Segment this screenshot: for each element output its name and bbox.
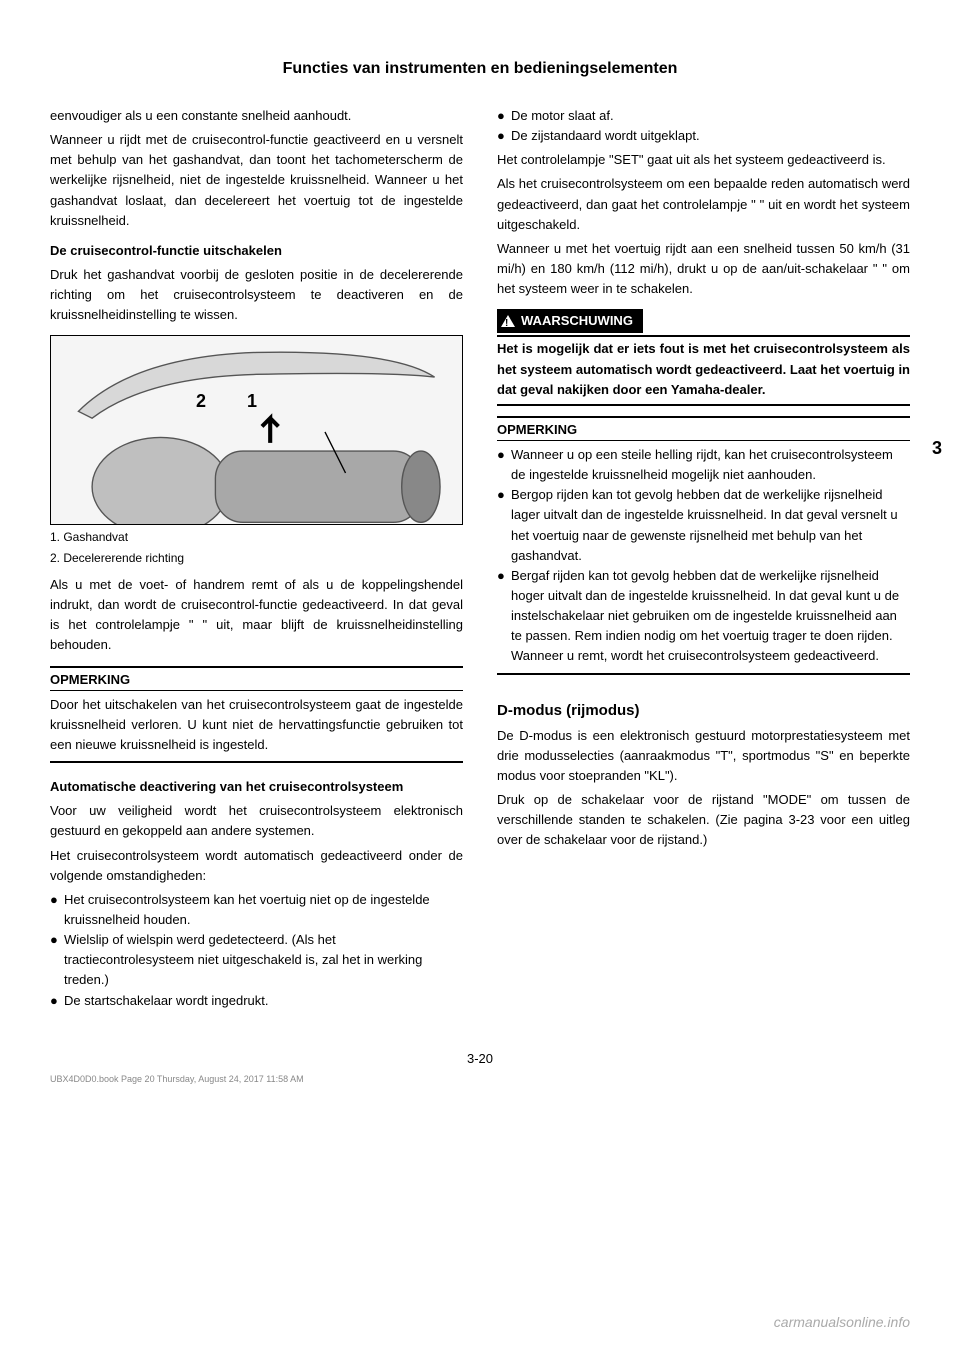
content-columns: eenvoudiger als u een constante snelheid… (50, 106, 910, 1011)
bullet-text: Wielslip of wielspin werd gedetecteerd. … (64, 930, 463, 990)
auto-para-2: Het cruisecontrolsysteem wordt automatis… (50, 846, 463, 886)
bullet-text: Het cruisecontrolsysteem kan het voertui… (64, 890, 463, 930)
dmode-para-2: Druk op de schakelaar voor de rijstand "… (497, 790, 910, 850)
right-opm-bullet-2: ● Bergop rijden kan tot gevolg hebben da… (497, 485, 910, 566)
photo-label-2: 2 (196, 388, 206, 416)
warning-text: Het is mogelijk dat er iets fout is met … (497, 339, 910, 399)
bullet-dot: ● (50, 991, 64, 1011)
heading-auto-deactivate: Automatische deactivering van het cruise… (50, 777, 463, 797)
opmerking-box-left: OPMERKING (50, 670, 130, 690)
photo-label-1: 1 (247, 388, 257, 416)
left-bullet-3: ● De startschakelaar wordt ingedrukt. (50, 991, 463, 1011)
photo-caption-2: 2. Decelererende richting (50, 550, 463, 567)
bullet-text: Bergop rijden kan tot gevolg hebben dat … (511, 485, 910, 566)
bullet-dot: ● (497, 126, 511, 146)
intro-para-2: Wanneer u rijdt met de cruisecontrol-fun… (50, 130, 463, 231)
right-top-bullet-2: ● De zijstandaard wordt uitgeklapt. (497, 126, 910, 146)
auto-para-1: Voor uw veiligheid wordt het cruisecontr… (50, 801, 463, 841)
waarschuwing-box: WAARSCHUWING (497, 309, 643, 333)
file-info-footer: UBX4D0D0.book Page 20 Thursday, August 2… (50, 1074, 910, 1086)
right-column: ● De motor slaat af. ● De zijstandaard w… (497, 106, 910, 1011)
right-top-bullet-1: ● De motor slaat af. (497, 106, 910, 126)
side-tab-page-section: 3 (932, 438, 942, 459)
throttle-grip-photo: 2 1 (50, 335, 463, 525)
throttle-grip-illustration (51, 336, 462, 525)
bullet-dot: ● (497, 106, 511, 126)
right-opm-bullet-3: ● Bergaf rijden kan tot gevolg hebben da… (497, 566, 910, 667)
subheading-disable-cruise: De cruisecontrol-functie uitschakelen (50, 241, 463, 261)
bullet-dot: ● (50, 930, 64, 990)
watermark-text: carmanualsonline.info (774, 1314, 910, 1330)
intro-line-1: eenvoudiger als u een constante snelheid… (50, 106, 463, 126)
opmerking-text-left: Door het uitschakelen van het cruisecont… (50, 695, 463, 755)
bullet-text: De startschakelaar wordt ingedrukt. (64, 991, 268, 1011)
dmode-title: D-modus (rijmodus) (497, 699, 910, 722)
left-bullet-2: ● Wielslip of wielspin werd gedetecteerd… (50, 930, 463, 990)
left-column: eenvoudiger als u een constante snelheid… (50, 106, 463, 1011)
bullet-text: De zijstandaard wordt uitgeklapt. (511, 126, 700, 146)
bullet-dot: ● (497, 485, 511, 566)
opmerking-box-right: OPMERKING (497, 422, 577, 437)
page-header: Functies van instrumenten en bedieningse… (50, 60, 910, 78)
bullet-text: Wanneer u op een steile helling rijdt, k… (511, 445, 910, 485)
right-para-1: Het controlelampje "SET" gaat uit als he… (497, 150, 910, 170)
warning-label: WAARSCHUWING (521, 311, 633, 331)
dmode-para-1: De D-modus is een elektronisch gestuurd … (497, 726, 910, 786)
bullet-dot: ● (50, 890, 64, 930)
subheading-para: Druk het gashandvat voorbij de gesloten … (50, 265, 463, 325)
bullet-text: Bergaf rijden kan tot gevolg hebben dat … (511, 566, 910, 667)
bullet-dot: ● (497, 445, 511, 485)
photo-caption-1: 1. Gashandvat (50, 529, 463, 546)
para-after-photo: Als u met de voet- of handrem remt of al… (50, 575, 463, 656)
page-number: 3-20 (50, 1051, 910, 1066)
bullet-text: De motor slaat af. (511, 106, 614, 126)
left-bullet-1: ● Het cruisecontrolsysteem kan het voert… (50, 890, 463, 930)
warning-triangle-icon (501, 315, 515, 327)
bullet-dot: ● (497, 566, 511, 667)
photo-wrap: 2 1 1. Gashandvat 2. Decelererende richt… (50, 335, 463, 567)
right-opm-bullet-1: ● Wanneer u op een steile helling rijdt,… (497, 445, 910, 485)
right-para-3: Wanneer u met het voertuig rijdt aan een… (497, 239, 910, 299)
right-para-2: Als het cruisecontrolsysteem om een bepa… (497, 174, 910, 234)
